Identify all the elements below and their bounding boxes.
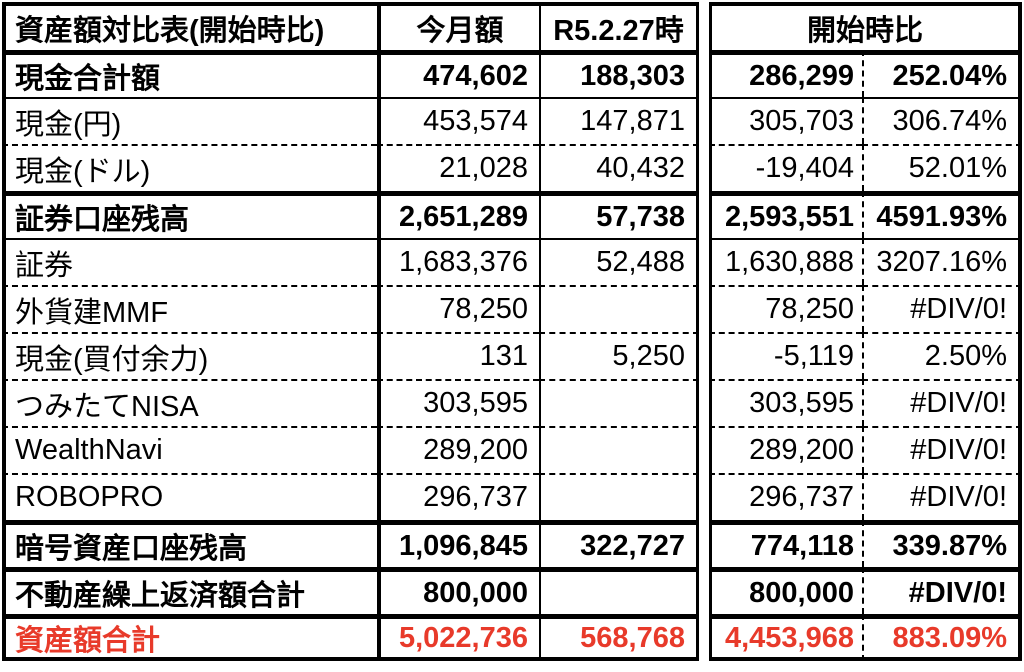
cell-percent: 306.74%: [862, 97, 1022, 144]
table-gutter: [699, 426, 709, 473]
row-label: 暗号資産口座残高: [2, 520, 377, 567]
row-label: 外貨建MMF: [2, 285, 377, 332]
cell-month-amount: 21,028: [377, 144, 539, 191]
cell-diff-amount: 2,593,551: [709, 191, 862, 238]
row-label: 現金(買付余力): [2, 332, 377, 379]
row-securities: 証券 1,683,376 52,488 1,630,888 3207.16%: [2, 238, 1024, 285]
cell-diff-amount: 4,453,968: [709, 614, 862, 661]
table-gutter: [699, 520, 709, 567]
table-gutter: [699, 191, 709, 238]
cell-month-amount: 296,737: [377, 473, 539, 520]
row-cash-yen: 現金(円) 453,574 147,871 305,703 306.74%: [2, 97, 1024, 144]
cell-diff-amount: 286,299: [709, 50, 862, 97]
row-label: 現金(ドル): [2, 144, 377, 191]
cell-percent: #DIV/0!: [862, 473, 1022, 520]
cell-percent: 4591.93%: [862, 191, 1022, 238]
cell-percent: 339.87%: [862, 520, 1022, 567]
cell-diff-amount: 1,630,888: [709, 238, 862, 285]
cell-diff-amount: 303,595: [709, 379, 862, 426]
table-gutter: [699, 2, 709, 50]
cell-baseline-amount: [539, 379, 699, 426]
table-gutter: [699, 332, 709, 379]
cell-percent: #DIV/0!: [862, 426, 1022, 473]
cell-percent: #DIV/0!: [862, 567, 1022, 614]
column-header-month: 今月額: [377, 2, 539, 50]
row-tsumitate-nisa: つみたてNISA 303,595 303,595 #DIV/0!: [2, 379, 1024, 426]
row-label: 資産額合計: [2, 614, 377, 661]
cell-percent: #DIV/0!: [862, 285, 1022, 332]
cell-month-amount: 131: [377, 332, 539, 379]
table-gutter: [699, 97, 709, 144]
cell-percent: 3207.16%: [862, 238, 1022, 285]
cell-diff-amount: -5,119: [709, 332, 862, 379]
cell-baseline-amount: [539, 567, 699, 614]
table-gutter: [699, 50, 709, 97]
cell-percent: 2.50%: [862, 332, 1022, 379]
table-gutter: [699, 238, 709, 285]
row-label: 証券口座残高: [2, 191, 377, 238]
row-label: WealthNavi: [2, 426, 377, 473]
row-crypto-total: 暗号資産口座残高 1,096,845 322,727 774,118 339.8…: [2, 520, 1024, 567]
cell-month-amount: 800,000: [377, 567, 539, 614]
cell-baseline-amount: [539, 285, 699, 332]
row-cash-buying-power: 現金(買付余力) 131 5,250 -5,119 2.50%: [2, 332, 1024, 379]
cell-month-amount: 1,683,376: [377, 238, 539, 285]
cell-diff-amount: 296,737: [709, 473, 862, 520]
row-label: つみたてNISA: [2, 379, 377, 426]
cell-diff-amount: 289,200: [709, 426, 862, 473]
cell-diff-amount: 774,118: [709, 520, 862, 567]
cell-diff-amount: 800,000: [709, 567, 862, 614]
row-wealthnavi: WealthNavi 289,200 289,200 #DIV/0!: [2, 426, 1024, 473]
cell-diff-amount: -19,404: [709, 144, 862, 191]
cell-baseline-amount: 147,871: [539, 97, 699, 144]
cell-percent: 252.04%: [862, 50, 1022, 97]
row-securities-total: 証券口座残高 2,651,289 57,738 2,593,551 4591.9…: [2, 191, 1024, 238]
row-foreign-mmf: 外貨建MMF 78,250 78,250 #DIV/0!: [2, 285, 1024, 332]
row-label: 不動産繰上返済額合計: [2, 567, 377, 614]
cell-baseline-amount: 52,488: [539, 238, 699, 285]
cell-baseline-amount: 568,768: [539, 614, 699, 661]
cell-baseline-amount: 40,432: [539, 144, 699, 191]
cell-percent: 52.01%: [862, 144, 1022, 191]
row-robopro: ROBOPRO 296,737 296,737 #DIV/0!: [2, 473, 1024, 520]
cell-month-amount: 78,250: [377, 285, 539, 332]
cell-diff-amount: 78,250: [709, 285, 862, 332]
column-header-comparison-group: 開始時比: [709, 2, 1022, 50]
cell-month-amount: 474,602: [377, 50, 539, 97]
cell-baseline-amount: 5,250: [539, 332, 699, 379]
row-asset-grand-total: 資産額合計 5,022,736 568,768 4,453,968 883.09…: [2, 614, 1024, 661]
cell-baseline-amount: [539, 473, 699, 520]
table-gutter: [699, 614, 709, 661]
cell-baseline-amount: 188,303: [539, 50, 699, 97]
cell-month-amount: 289,200: [377, 426, 539, 473]
cell-month-amount: 303,595: [377, 379, 539, 426]
table-gutter: [699, 285, 709, 332]
row-label: 現金合計額: [2, 50, 377, 97]
cell-baseline-amount: 322,727: [539, 520, 699, 567]
cell-month-amount: 1,096,845: [377, 520, 539, 567]
cell-month-amount: 5,022,736: [377, 614, 539, 661]
cell-baseline-amount: 57,738: [539, 191, 699, 238]
table-gutter: [699, 567, 709, 614]
table-gutter: [699, 473, 709, 520]
cell-percent: #DIV/0!: [862, 379, 1022, 426]
cell-month-amount: 2,651,289: [377, 191, 539, 238]
row-label: 証券: [2, 238, 377, 285]
cell-diff-amount: 305,703: [709, 97, 862, 144]
header-row: 資産額対比表(開始時比) 今月額 R5.2.27時 開始時比: [2, 2, 1024, 50]
row-label: ROBOPRO: [2, 473, 377, 520]
column-header-baseline: R5.2.27時: [539, 2, 699, 50]
row-real-estate-prepayment: 不動産繰上返済額合計 800,000 800,000 #DIV/0!: [2, 567, 1024, 614]
table-gutter: [699, 379, 709, 426]
row-label: 現金(円): [2, 97, 377, 144]
cell-baseline-amount: [539, 426, 699, 473]
table-gutter: [699, 144, 709, 191]
table-title: 資産額対比表(開始時比): [2, 2, 377, 50]
row-cash-dollar: 現金(ドル) 21,028 40,432 -19,404 52.01%: [2, 144, 1024, 191]
cell-month-amount: 453,574: [377, 97, 539, 144]
cell-percent: 883.09%: [862, 614, 1022, 661]
row-cash-total: 現金合計額 474,602 188,303 286,299 252.04%: [2, 50, 1024, 97]
